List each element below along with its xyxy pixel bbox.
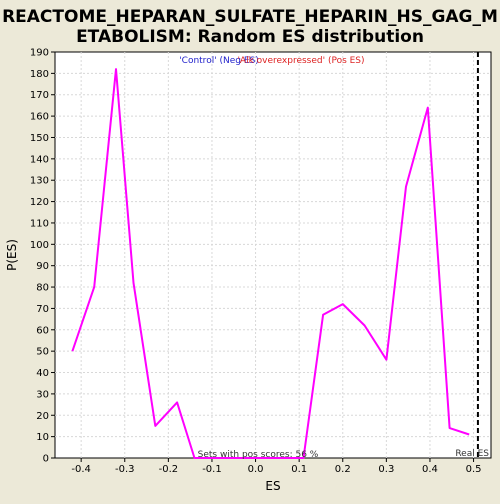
y-tick-label: 100: [30, 240, 49, 251]
y-tick-label: 0: [43, 454, 49, 465]
x-tick-label: 0.2: [335, 464, 351, 475]
pos-score-annotation: Sets with pos scores: 56 %: [198, 450, 319, 460]
y-tick-label: 40: [36, 368, 49, 379]
y-tick-label: 80: [36, 283, 49, 294]
x-tick-label: 0.0: [248, 464, 264, 475]
x-tick-label: 0.1: [291, 464, 307, 475]
legend-negative: 'Control' (Neg ES): [179, 56, 259, 66]
y-axis-title: P(ES): [5, 239, 19, 271]
series-line: [71, 68, 470, 459]
y-tick-label: 170: [30, 90, 49, 101]
y-tick-label: 60: [36, 325, 49, 336]
chart-title-line-2: ETABOLISM: Random ES distribution: [76, 27, 424, 47]
legend-positive: 'Alk overexpressed' (Pos ES): [237, 56, 364, 66]
y-tick-labels: 0 10 20 30 40 50 60 70 80 90 100 110 120 130 140 150 160…: [30, 48, 49, 465]
x-axis-title: ES: [265, 479, 280, 493]
x-tick-labels: -0.4 -0.3 -0.2 -0.1 0.0 0.1 0.2 0.3 0.4 0.5: [71, 464, 481, 475]
y-tick-label: 120: [30, 197, 49, 208]
axis-ticks: [51, 51, 475, 462]
y-tick-label: 90: [36, 261, 49, 272]
y-tick-label: 50: [36, 347, 49, 358]
y-tick-label: 160: [30, 112, 49, 123]
y-tick-label: 30: [36, 389, 49, 400]
x-tick-label: 0.4: [422, 464, 438, 475]
y-tick-label: 20: [36, 411, 49, 422]
y-tick-label: 110: [30, 218, 49, 229]
x-tick-label: -0.3: [115, 464, 135, 475]
x-tick-label: -0.4: [71, 464, 91, 475]
y-tick-label: 130: [30, 176, 49, 187]
plot-area: [54, 51, 492, 459]
y-tick-label: 70: [36, 304, 49, 315]
y-tick-label: 10: [36, 432, 49, 443]
x-tick-label: 0.5: [466, 464, 482, 475]
y-tick-label: 190: [30, 48, 49, 59]
x-tick-label: -0.1: [202, 464, 222, 475]
x-tick-label: -0.2: [159, 464, 179, 475]
y-tick-label: 140: [30, 154, 49, 165]
y-tick-label: 180: [30, 69, 49, 80]
chart-title-line-1: REACTOME_HEPARAN_SULFATE_HEPARIN_HS_GAG_…: [2, 7, 498, 27]
y-tick-label: 150: [30, 133, 49, 144]
x-tick-label: 0.3: [378, 464, 394, 475]
real-es-label: Real ES: [455, 449, 489, 459]
